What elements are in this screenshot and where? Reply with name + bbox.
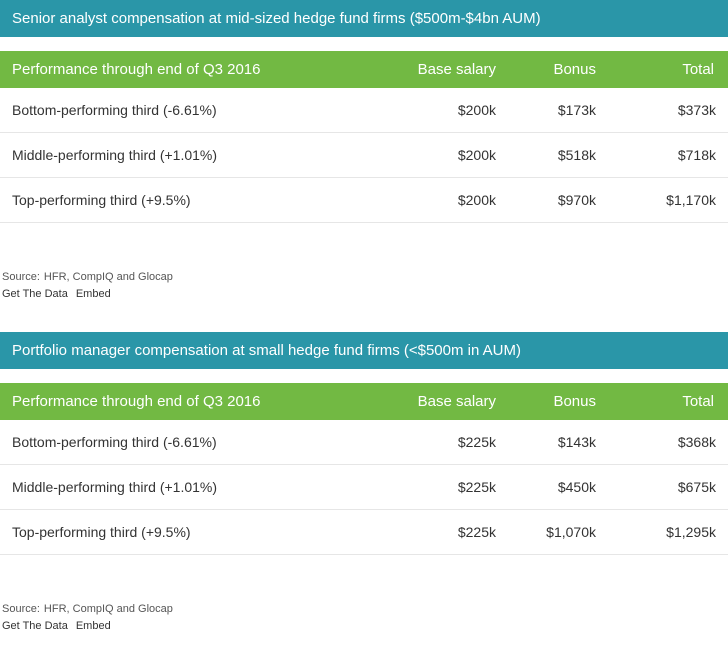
table-header-cell: Performance through end of Q3 2016 (0, 51, 388, 88)
table-row: Middle-performing third (+1.01%)$200k$51… (0, 133, 728, 178)
source-text: HFR, CompIQ and Glocap (44, 603, 173, 615)
table-cell-base: $225k (388, 465, 508, 509)
comp-table-widget: Portfolio manager compensation at small … (0, 332, 728, 636)
table-cell-perf: Bottom-performing third (-6.61%) (0, 420, 388, 464)
table-cell-base: $200k (388, 88, 508, 132)
table-cell-total: $718k (608, 133, 728, 177)
table-footer: Source: HFR, CompIQ and Glocap Get The Dat… (0, 595, 728, 636)
table-row: Middle-performing third (+1.01%)$225k$45… (0, 465, 728, 510)
table-cell-perf: Middle-performing third (+1.01%) (0, 133, 388, 177)
table-cell-total: $675k (608, 465, 728, 509)
comp-table-widget: Senior analyst compensation at mid-sized… (0, 0, 728, 304)
source-line: Source: HFR, CompIQ and Glocap (2, 601, 726, 618)
table-cell-bonus: $970k (508, 178, 608, 222)
table-header-row: Performance through end of Q3 2016Base s… (0, 51, 728, 88)
table-footer: Source: HFR, CompIQ and Glocap Get The Dat… (0, 263, 728, 304)
table-cell-bonus: $450k (508, 465, 608, 509)
table-cell-base: $225k (388, 420, 508, 464)
table-cell-base: $200k (388, 133, 508, 177)
table-header-cell: Bonus (508, 383, 608, 420)
table-header-cell: Base salary (388, 51, 508, 88)
table-cell-total: $373k (608, 88, 728, 132)
table-header-cell: Total (608, 51, 728, 88)
table-cell-base: $200k (388, 178, 508, 222)
source-label: Source: (2, 271, 40, 283)
table-cell-base: $225k (388, 510, 508, 554)
table-row: Top-performing third (+9.5%)$200k$970k$1… (0, 178, 728, 223)
table-cell-total: $1,170k (608, 178, 728, 222)
source-line: Source: HFR, CompIQ and Glocap (2, 269, 726, 286)
table-row: Top-performing third (+9.5%)$225k$1,070k… (0, 510, 728, 555)
table-header-cell: Base salary (388, 383, 508, 420)
table-title: Senior analyst compensation at mid-sized… (0, 0, 728, 37)
embed-link[interactable]: Embed (76, 288, 111, 300)
source-label: Source: (2, 603, 40, 615)
get-the-data-link[interactable]: Get The Data (2, 288, 68, 300)
footer-links: Get The Data Embed (2, 286, 726, 303)
embed-link[interactable]: Embed (76, 620, 111, 632)
source-text: HFR, CompIQ and Glocap (44, 271, 173, 283)
table-cell-bonus: $518k (508, 133, 608, 177)
table-header-cell: Performance through end of Q3 2016 (0, 383, 388, 420)
table-cell-perf: Top-performing third (+9.5%) (0, 178, 388, 222)
table-row: Bottom-performing third (-6.61%)$225k$14… (0, 420, 728, 465)
table-cell-perf: Top-performing third (+9.5%) (0, 510, 388, 554)
table-title: Portfolio manager compensation at small … (0, 332, 728, 369)
table-header-cell: Bonus (508, 51, 608, 88)
table-cell-bonus: $143k (508, 420, 608, 464)
table-header-cell: Total (608, 383, 728, 420)
table-cell-bonus: $1,070k (508, 510, 608, 554)
footer-links: Get The Data Embed (2, 618, 726, 635)
table-header-row: Performance through end of Q3 2016Base s… (0, 383, 728, 420)
table-row: Bottom-performing third (-6.61%)$200k$17… (0, 88, 728, 133)
get-the-data-link[interactable]: Get The Data (2, 620, 68, 632)
table-cell-perf: Middle-performing third (+1.01%) (0, 465, 388, 509)
table-cell-perf: Bottom-performing third (-6.61%) (0, 88, 388, 132)
table-cell-total: $1,295k (608, 510, 728, 554)
table-cell-bonus: $173k (508, 88, 608, 132)
table-cell-total: $368k (608, 420, 728, 464)
